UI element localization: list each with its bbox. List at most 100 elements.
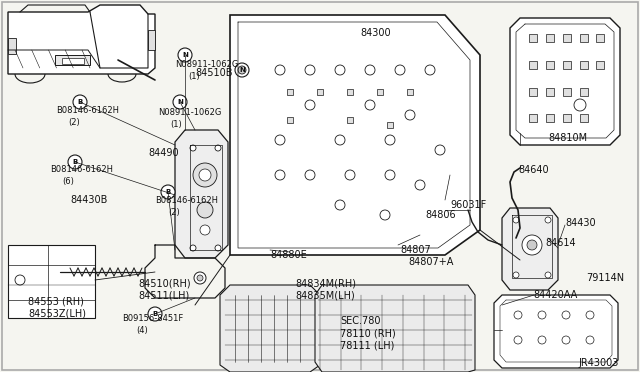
Circle shape <box>235 63 249 77</box>
Bar <box>580 88 588 96</box>
Bar <box>546 88 554 96</box>
Circle shape <box>335 200 345 210</box>
Circle shape <box>197 275 203 281</box>
Circle shape <box>173 95 187 109</box>
Circle shape <box>275 135 285 145</box>
Text: 78110 (RH): 78110 (RH) <box>340 328 396 338</box>
Circle shape <box>200 225 210 235</box>
Bar <box>287 89 293 95</box>
Text: 84807+A: 84807+A <box>408 257 453 267</box>
Bar <box>347 117 353 123</box>
Circle shape <box>405 110 415 120</box>
Text: 84420AA: 84420AA <box>533 290 577 300</box>
Bar <box>563 88 571 96</box>
Polygon shape <box>220 285 320 372</box>
Bar <box>8 38 16 54</box>
Circle shape <box>275 65 285 75</box>
Circle shape <box>538 336 546 344</box>
Bar <box>563 61 571 69</box>
Circle shape <box>425 65 435 75</box>
Circle shape <box>365 100 375 110</box>
Text: (2): (2) <box>68 118 80 127</box>
Text: B: B <box>165 189 171 195</box>
Text: 84834M(RH): 84834M(RH) <box>295 278 356 288</box>
Text: B08146-6162H: B08146-6162H <box>155 196 218 205</box>
Circle shape <box>385 170 395 180</box>
Circle shape <box>345 170 355 180</box>
Circle shape <box>44 264 60 280</box>
Polygon shape <box>315 285 475 372</box>
Text: 84880E: 84880E <box>270 250 307 260</box>
Polygon shape <box>494 295 618 368</box>
Text: 84553Z(LH): 84553Z(LH) <box>28 308 86 318</box>
Text: 96031F: 96031F <box>450 200 486 210</box>
Circle shape <box>194 272 206 284</box>
Circle shape <box>199 169 211 181</box>
Text: 84640: 84640 <box>518 165 548 175</box>
Text: 84430: 84430 <box>565 218 596 228</box>
Text: 84810M: 84810M <box>548 133 587 143</box>
Text: (1): (1) <box>170 120 182 129</box>
Circle shape <box>514 336 522 344</box>
Bar <box>596 61 604 69</box>
Polygon shape <box>510 18 620 145</box>
Circle shape <box>148 307 162 321</box>
Circle shape <box>385 135 395 145</box>
Text: 78111 (LH): 78111 (LH) <box>340 340 394 350</box>
Bar <box>529 88 537 96</box>
Text: (2): (2) <box>168 208 180 217</box>
Text: 84553 (RH): 84553 (RH) <box>28 296 84 306</box>
Text: B: B <box>77 99 83 105</box>
Circle shape <box>178 48 192 62</box>
Text: B08146-6162H: B08146-6162H <box>50 165 113 174</box>
Bar <box>580 114 588 122</box>
Circle shape <box>305 100 315 110</box>
Text: 84430B: 84430B <box>70 195 108 205</box>
Circle shape <box>562 311 570 319</box>
Bar <box>387 122 393 128</box>
Circle shape <box>238 66 246 74</box>
Text: B09156-8451F: B09156-8451F <box>122 314 183 323</box>
Bar <box>580 34 588 42</box>
Circle shape <box>305 170 315 180</box>
Circle shape <box>586 311 594 319</box>
Circle shape <box>335 135 345 145</box>
Circle shape <box>73 95 87 109</box>
Text: B: B <box>152 311 157 317</box>
Circle shape <box>395 65 405 75</box>
Bar <box>529 114 537 122</box>
Circle shape <box>215 145 221 151</box>
Circle shape <box>190 145 196 151</box>
Text: 84614: 84614 <box>545 238 575 248</box>
Bar <box>55 55 90 65</box>
Text: 84510(RH): 84510(RH) <box>138 278 191 288</box>
Circle shape <box>586 336 594 344</box>
Bar <box>546 34 554 42</box>
Circle shape <box>335 65 345 75</box>
Circle shape <box>380 210 390 220</box>
Circle shape <box>522 235 542 255</box>
Circle shape <box>190 245 196 251</box>
Bar <box>407 89 413 95</box>
Text: B08146-6162H: B08146-6162H <box>56 106 119 115</box>
Circle shape <box>193 163 217 187</box>
Circle shape <box>161 185 175 199</box>
Text: N: N <box>182 52 188 58</box>
Circle shape <box>513 217 519 223</box>
Circle shape <box>215 245 221 251</box>
Bar <box>148 30 155 50</box>
Polygon shape <box>502 208 558 290</box>
Text: 79114N: 79114N <box>586 273 624 283</box>
Bar <box>546 114 554 122</box>
Bar <box>563 34 571 42</box>
Text: JR43003: JR43003 <box>578 358 618 368</box>
Circle shape <box>305 65 315 75</box>
Polygon shape <box>8 5 155 74</box>
Bar <box>287 117 293 123</box>
Circle shape <box>545 217 551 223</box>
Circle shape <box>514 311 522 319</box>
Polygon shape <box>8 245 95 318</box>
Bar <box>529 61 537 69</box>
Circle shape <box>545 272 551 278</box>
Circle shape <box>435 145 445 155</box>
